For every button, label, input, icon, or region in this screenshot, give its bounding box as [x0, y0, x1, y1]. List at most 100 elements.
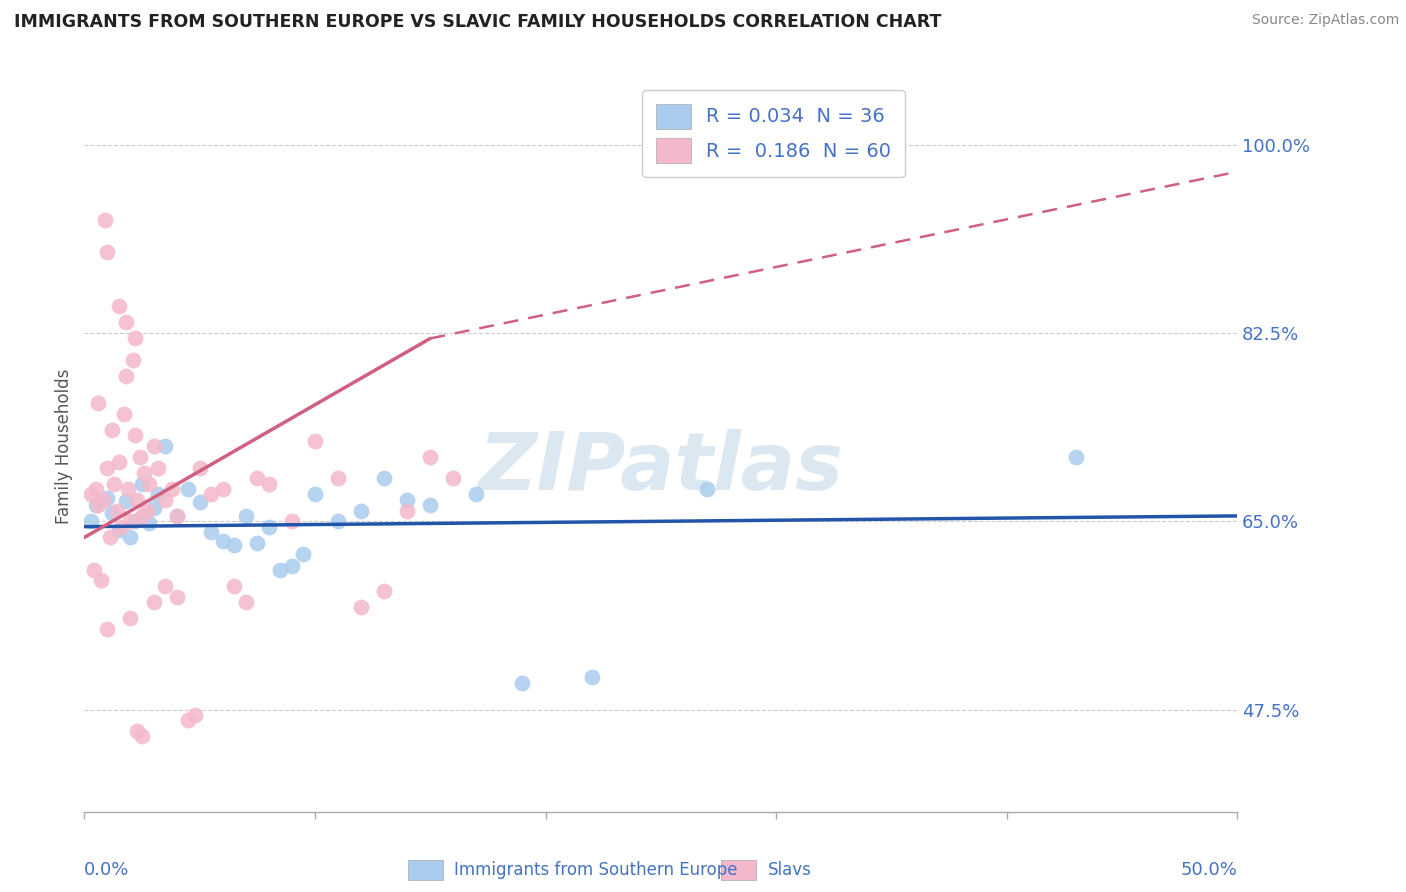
- Point: [373, 471, 395, 485]
- Point: [108, 523, 131, 537]
- Point: [101, 423, 124, 437]
- Point: [235, 508, 257, 523]
- Point: [124, 428, 146, 442]
- Point: [121, 353, 143, 368]
- Point: [246, 471, 269, 485]
- Point: [419, 498, 441, 512]
- Point: [142, 439, 165, 453]
- Point: [94, 213, 117, 227]
- Point: [177, 714, 200, 728]
- Point: [115, 369, 138, 384]
- Point: [134, 466, 156, 480]
- Point: [84, 482, 107, 496]
- Point: [103, 476, 125, 491]
- Point: [153, 579, 176, 593]
- Point: [120, 530, 142, 544]
- Point: [110, 519, 132, 533]
- Point: [211, 533, 233, 548]
- Point: [108, 455, 131, 469]
- Point: [326, 514, 349, 528]
- Point: [131, 476, 153, 491]
- Point: [131, 508, 153, 523]
- Point: [235, 595, 257, 609]
- Point: [396, 503, 419, 517]
- Point: [292, 547, 315, 561]
- Point: [87, 396, 110, 410]
- Point: [419, 450, 441, 464]
- Point: [1064, 450, 1087, 464]
- Point: [146, 487, 169, 501]
- Point: [160, 482, 183, 496]
- Point: [224, 538, 246, 552]
- Text: 50.0%: 50.0%: [1181, 861, 1237, 879]
- Point: [396, 492, 419, 507]
- Point: [138, 476, 160, 491]
- Point: [124, 331, 146, 345]
- Point: [135, 503, 157, 517]
- Point: [166, 590, 188, 604]
- Point: [84, 498, 107, 512]
- Point: [696, 482, 718, 496]
- Point: [87, 498, 110, 512]
- Point: [127, 724, 149, 739]
- Point: [166, 508, 188, 523]
- Point: [153, 439, 176, 453]
- Point: [512, 675, 534, 690]
- Point: [96, 245, 118, 260]
- Point: [184, 707, 207, 722]
- Point: [350, 600, 373, 615]
- Point: [211, 482, 233, 496]
- Text: ZIPatlas: ZIPatlas: [478, 429, 844, 507]
- Point: [115, 315, 138, 329]
- Point: [304, 487, 326, 501]
- Point: [127, 492, 149, 507]
- Point: [224, 579, 246, 593]
- Point: [138, 516, 160, 531]
- Point: [188, 495, 211, 509]
- Point: [105, 503, 128, 517]
- Point: [257, 476, 280, 491]
- Point: [96, 622, 118, 636]
- Point: [80, 487, 103, 501]
- Text: Source: ZipAtlas.com: Source: ZipAtlas.com: [1251, 13, 1399, 28]
- Point: [581, 670, 603, 684]
- Point: [80, 514, 103, 528]
- Point: [326, 471, 349, 485]
- Point: [101, 506, 124, 520]
- Point: [281, 514, 304, 528]
- Point: [96, 491, 118, 505]
- Point: [120, 514, 142, 528]
- Point: [177, 482, 200, 496]
- Point: [153, 492, 176, 507]
- Point: [281, 559, 304, 574]
- Point: [83, 563, 105, 577]
- Point: [120, 611, 142, 625]
- Point: [246, 536, 269, 550]
- Point: [269, 563, 291, 577]
- Text: IMMIGRANTS FROM SOUTHERN EUROPE VS SLAVIC FAMILY HOUSEHOLDS CORRELATION CHART: IMMIGRANTS FROM SOUTHERN EUROPE VS SLAVI…: [14, 13, 942, 31]
- Point: [124, 514, 146, 528]
- Point: [257, 519, 280, 533]
- Point: [200, 487, 222, 501]
- Point: [91, 492, 114, 507]
- Y-axis label: Family Households: Family Households: [55, 368, 73, 524]
- Text: Slavs: Slavs: [768, 861, 811, 879]
- Legend: R = 0.034  N = 36, R =  0.186  N = 60: R = 0.034 N = 36, R = 0.186 N = 60: [643, 90, 904, 177]
- Point: [166, 508, 188, 523]
- Point: [441, 471, 464, 485]
- Point: [373, 584, 395, 599]
- Text: Immigrants from Southern Europe: Immigrants from Southern Europe: [454, 861, 738, 879]
- Point: [200, 524, 222, 539]
- Point: [304, 434, 326, 448]
- Point: [142, 595, 165, 609]
- Point: [89, 574, 111, 588]
- Point: [98, 530, 121, 544]
- Point: [142, 501, 165, 516]
- Point: [146, 460, 169, 475]
- Point: [128, 450, 150, 464]
- Point: [188, 460, 211, 475]
- Point: [117, 482, 139, 496]
- Point: [131, 730, 153, 744]
- Point: [350, 503, 373, 517]
- Point: [108, 299, 131, 313]
